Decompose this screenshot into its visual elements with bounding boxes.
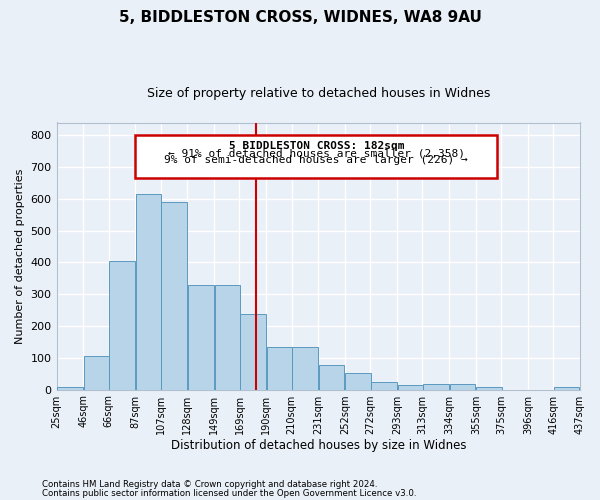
Title: Size of property relative to detached houses in Widnes: Size of property relative to detached ho… (146, 88, 490, 101)
Text: 9% of semi-detached houses are larger (226) →: 9% of semi-detached houses are larger (2… (164, 155, 468, 165)
Bar (240, 314, 266, 390)
Bar (215, 284, 240, 390)
Y-axis label: Number of detached properties: Number of detached properties (15, 168, 25, 344)
Text: Contains HM Land Registry data © Crown copyright and database right 2024.: Contains HM Land Registry data © Crown c… (42, 480, 377, 489)
Bar (109, 261, 135, 390)
Bar (319, 365, 344, 390)
Bar (449, 384, 475, 390)
Bar (398, 385, 423, 390)
X-axis label: Distribution of detached houses by size in Widnes: Distribution of detached houses by size … (170, 440, 466, 452)
Text: ← 91% of detached houses are smaller (2,358): ← 91% of detached houses are smaller (2,… (168, 148, 465, 158)
Bar (292, 346, 318, 390)
Bar (423, 384, 449, 390)
FancyBboxPatch shape (136, 135, 497, 178)
Bar (161, 202, 187, 390)
Bar (266, 346, 292, 390)
Bar (371, 382, 397, 390)
Bar (476, 387, 502, 390)
Bar (57, 388, 83, 390)
Bar (346, 373, 371, 390)
Text: 5, BIDDLESTON CROSS, WIDNES, WA8 9AU: 5, BIDDLESTON CROSS, WIDNES, WA8 9AU (119, 10, 481, 25)
Bar (554, 387, 580, 390)
Bar (84, 356, 109, 390)
Bar (188, 284, 214, 390)
Text: 5 BIDDLESTON CROSS: 182sqm: 5 BIDDLESTON CROSS: 182sqm (229, 140, 404, 150)
Text: Contains public sector information licensed under the Open Government Licence v3: Contains public sector information licen… (42, 490, 416, 498)
Bar (136, 194, 161, 390)
